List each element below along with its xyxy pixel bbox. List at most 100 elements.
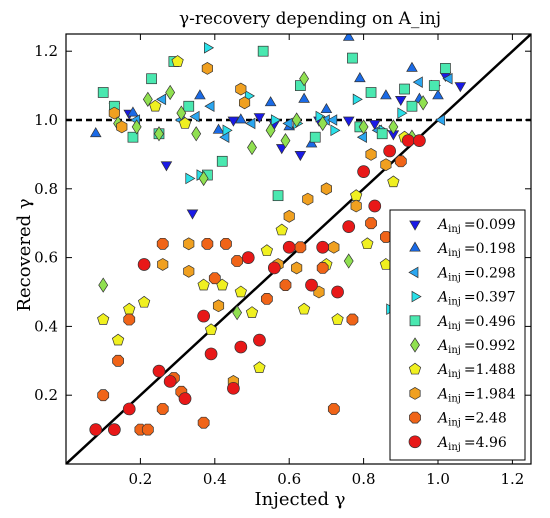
data-point (294, 241, 307, 254)
legend-entry: Ainj =0.198 (409, 241, 516, 259)
data-point (257, 45, 269, 57)
series-7 (108, 61, 392, 388)
legend-entry: Ainj =0.397 (411, 290, 516, 308)
data-point (383, 144, 396, 158)
data-point (253, 113, 266, 124)
data-point (267, 261, 281, 275)
data-point (365, 87, 377, 98)
data-point (397, 107, 408, 119)
legend-entry: Ainj =0.992 (410, 337, 516, 356)
legend-marker (409, 411, 421, 424)
data-point (279, 279, 292, 292)
x-tick-label: 0.2 (128, 470, 152, 488)
legend-marker (411, 290, 422, 303)
chart-title: γ-recovery depending on A_inj (179, 9, 441, 29)
data-point (342, 116, 355, 127)
data-point (316, 240, 330, 254)
data-point (227, 381, 240, 395)
data-point (260, 292, 273, 305)
legend-entry: Ainj =0.099 (409, 217, 516, 235)
data-point (283, 209, 295, 223)
data-point (204, 347, 218, 361)
legend-marker (409, 315, 421, 327)
data-point (320, 182, 332, 196)
plot-frame (65, 33, 532, 465)
data-point (127, 106, 139, 117)
legend-label: Ainj =0.099 (436, 217, 516, 235)
data-point (160, 161, 173, 172)
data-point (178, 392, 192, 405)
data-point (185, 172, 196, 185)
data-point (317, 115, 328, 132)
data-point (275, 144, 288, 155)
data-point (342, 34, 355, 41)
legend-entry: Ainj =1.488 (408, 362, 516, 380)
legend-label: Ainj =0.198 (436, 241, 516, 259)
data-point (442, 72, 453, 85)
data-point (231, 255, 244, 267)
series-9 (89, 134, 426, 436)
data-point (163, 375, 177, 388)
legend-entry: Ainj =1.984 (409, 386, 516, 404)
data-point (309, 131, 321, 143)
x-tick-label: 0.8 (352, 470, 376, 488)
data-point (142, 91, 153, 108)
data-point (380, 158, 392, 172)
data-point (201, 61, 213, 75)
data-point (245, 117, 256, 130)
data-point (116, 120, 128, 134)
data-point (127, 131, 139, 143)
data-point (343, 253, 354, 269)
data-point (89, 127, 102, 138)
data-point (234, 285, 247, 298)
legend-label: Ainj =0.298 (436, 265, 516, 283)
data-point (112, 354, 124, 367)
data-point (315, 110, 326, 123)
data-point (97, 87, 109, 98)
data-point (197, 309, 210, 323)
data-point (220, 237, 232, 250)
data-point (149, 99, 162, 112)
data-point (432, 89, 444, 100)
data-point (387, 175, 400, 188)
data-point (122, 402, 136, 416)
data-point (394, 155, 407, 168)
data-point (406, 100, 418, 112)
data-point (305, 278, 318, 292)
data-point (331, 285, 344, 299)
data-point (328, 240, 340, 254)
data-point (428, 80, 440, 91)
data-point (154, 126, 164, 142)
data-point (346, 313, 359, 326)
data-point (376, 128, 388, 140)
data-point (330, 124, 341, 137)
data-point (235, 82, 247, 96)
legend-label: Ainj =0.496 (436, 314, 516, 332)
data-point (253, 333, 266, 347)
data-point (234, 340, 248, 354)
legend-label: Ainj =1.984 (436, 386, 516, 404)
data-point (108, 423, 121, 436)
legend-label: Ainj =4.96 (436, 435, 507, 453)
y-tick-label: 0.8 (34, 180, 58, 198)
data-point (280, 132, 291, 149)
data-point (291, 261, 303, 275)
data-point (354, 72, 366, 83)
data-point (152, 364, 166, 378)
data-point (201, 237, 214, 250)
data-point (299, 71, 309, 87)
data-point (342, 220, 356, 233)
legend-label: Ainj =0.397 (436, 290, 516, 308)
data-point (282, 240, 296, 254)
data-point (380, 89, 392, 100)
data-point (294, 151, 307, 162)
data-point (156, 237, 169, 250)
legend-marker (410, 337, 420, 353)
y-tick-label: 1.2 (34, 42, 58, 60)
data-point (253, 361, 266, 373)
data-point (305, 137, 318, 148)
x-tick-label: 0.6 (277, 470, 301, 488)
data-point (97, 313, 110, 325)
y-tick-label: 0.6 (34, 249, 58, 267)
data-point (356, 131, 367, 144)
